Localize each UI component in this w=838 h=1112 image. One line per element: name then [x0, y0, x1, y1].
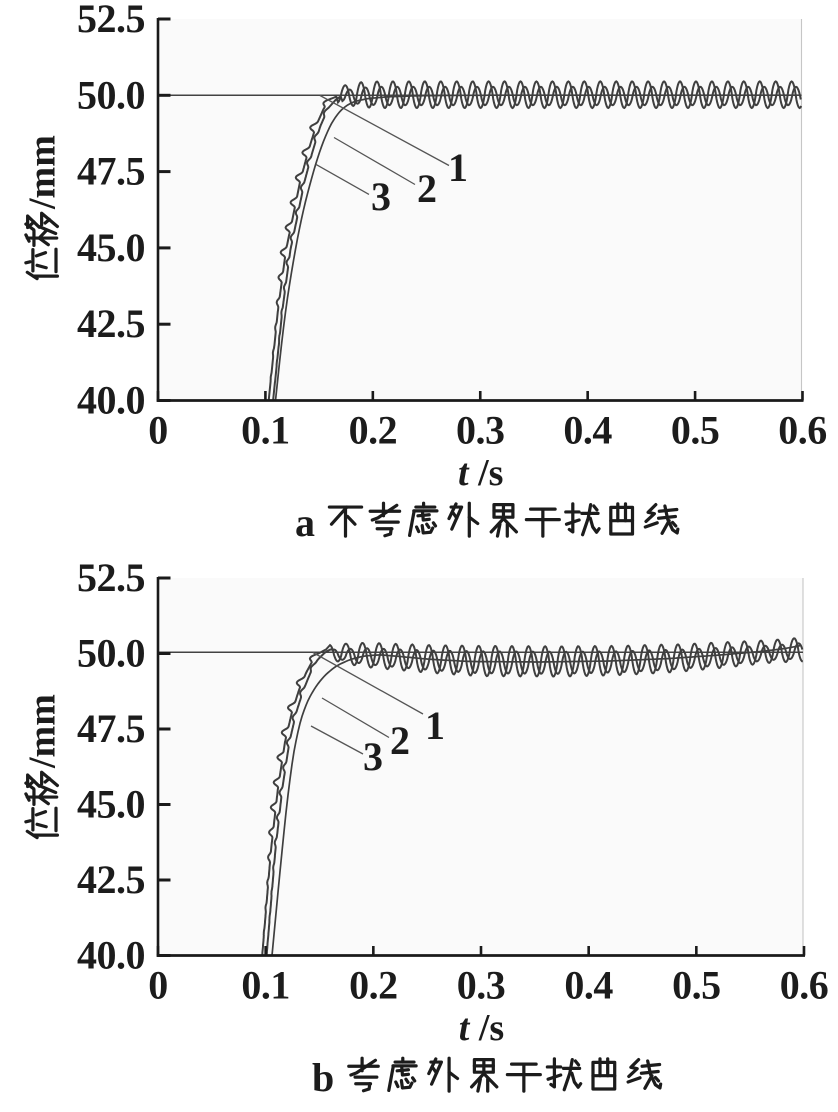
svg-text:50.0: 50.0 [77, 72, 145, 117]
svg-text:40.0: 40.0 [77, 378, 145, 423]
svg-text:3: 3 [363, 734, 383, 779]
svg-text:40.0: 40.0 [77, 933, 145, 978]
svg-text:42.5: 42.5 [77, 301, 145, 346]
svg-text:a: a [295, 500, 315, 545]
svg-text:0: 0 [148, 408, 168, 453]
svg-text:0.6: 0.6 [780, 963, 829, 1008]
svg-text:52.5: 52.5 [77, 0, 145, 41]
svg-text:t /s: t /s [459, 1007, 504, 1049]
svg-text:52.5: 52.5 [77, 555, 145, 600]
svg-text:0.2: 0.2 [349, 963, 398, 1008]
svg-text:0.6: 0.6 [778, 408, 827, 453]
svg-text:3: 3 [371, 174, 391, 219]
svg-text:47.5: 47.5 [77, 149, 145, 194]
svg-text:50.0: 50.0 [77, 631, 145, 676]
svg-text:1: 1 [448, 145, 468, 190]
svg-text:0: 0 [148, 963, 168, 1008]
svg-text:0.3: 0.3 [457, 963, 506, 1008]
svg-text:b: b [312, 1055, 334, 1100]
svg-text:1: 1 [425, 703, 445, 748]
svg-text:t /s: t /s [458, 452, 503, 494]
svg-text:45.0: 45.0 [77, 782, 145, 827]
svg-text:0.4: 0.4 [564, 963, 613, 1008]
svg-text:/mm: /mm [22, 694, 64, 769]
svg-text:2: 2 [417, 166, 437, 211]
svg-text:0.5: 0.5 [672, 963, 721, 1008]
svg-text:2: 2 [390, 718, 410, 763]
svg-text:0.1: 0.1 [241, 963, 290, 1008]
svg-text:0.4: 0.4 [563, 408, 612, 453]
svg-text:47.5: 47.5 [77, 706, 145, 751]
svg-text:0.3: 0.3 [456, 408, 505, 453]
svg-text:42.5: 42.5 [77, 857, 145, 902]
svg-text:0.1: 0.1 [241, 408, 290, 453]
svg-text:/mm: /mm [22, 135, 64, 210]
svg-text:0.2: 0.2 [349, 408, 398, 453]
svg-text:45.0: 45.0 [77, 225, 145, 270]
svg-text:0.5: 0.5 [671, 408, 720, 453]
